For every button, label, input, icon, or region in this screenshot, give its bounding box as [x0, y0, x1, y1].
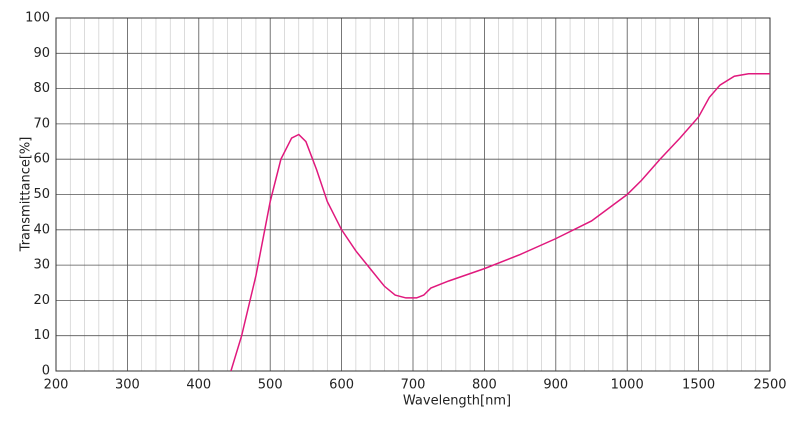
x-tick-label: 2500 [753, 378, 786, 393]
y-tick-label: 70 [33, 116, 50, 131]
x-tick-label: 500 [258, 378, 283, 393]
y-tick-label: 30 [33, 258, 50, 273]
x-tick-label: 200 [44, 378, 69, 393]
x-tick-label: 300 [115, 378, 140, 393]
y-tick-label: 50 [33, 187, 50, 202]
x-axis-label: Wavelength[nm] [403, 394, 511, 409]
data-line [230, 73, 770, 372]
x-tick-label: 700 [401, 378, 426, 393]
x-tick-label: 900 [543, 378, 568, 393]
y-axis-label: Transmittance[%] [19, 137, 34, 253]
x-tick-label: 400 [186, 378, 211, 393]
y-tick-label: 10 [33, 328, 50, 343]
y-tick-label: 100 [25, 11, 50, 26]
x-tick-label: 600 [329, 378, 354, 393]
x-tick-label: 1000 [611, 378, 644, 393]
y-tick-label: 80 [33, 81, 50, 96]
y-tick-label: 90 [33, 46, 50, 61]
y-tick-label: 20 [33, 293, 50, 308]
y-tick-label: 40 [33, 222, 50, 237]
plot-frame [55, 17, 771, 372]
x-tick-label: 800 [472, 378, 497, 393]
y-tick-label: 0 [42, 364, 50, 379]
y-tick-label: 60 [33, 152, 50, 167]
x-tick-label: 1500 [682, 378, 715, 393]
